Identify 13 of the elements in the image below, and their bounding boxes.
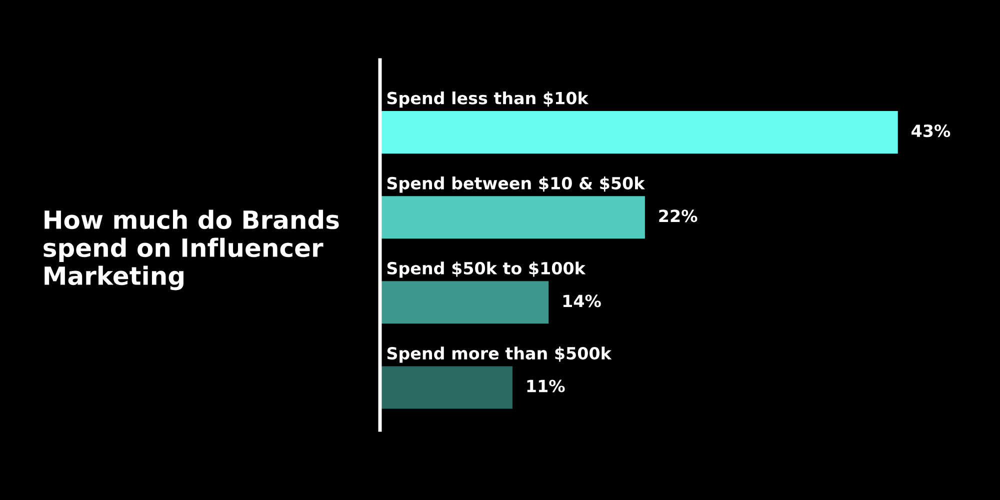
data-label: 43% <box>912 124 950 138</box>
y-tick-label: Spend more than $500k <box>387 346 612 363</box>
y-tick-label: Spend less than $10k <box>387 92 589 108</box>
y-tick-label: Spend between $10 & $50k <box>387 176 646 193</box>
bar <box>380 366 512 409</box>
text: How much do Brands spend on Influencer Marketing <box>44 210 339 290</box>
data-label: 11% <box>527 380 565 392</box>
bar <box>380 281 549 324</box>
bar <box>380 111 898 154</box>
y-tick-label: Spend $50k to $100k <box>387 262 586 278</box>
data-label: 22% <box>659 210 698 222</box>
data-label: 14% <box>563 294 601 308</box>
bar <box>380 196 645 239</box>
